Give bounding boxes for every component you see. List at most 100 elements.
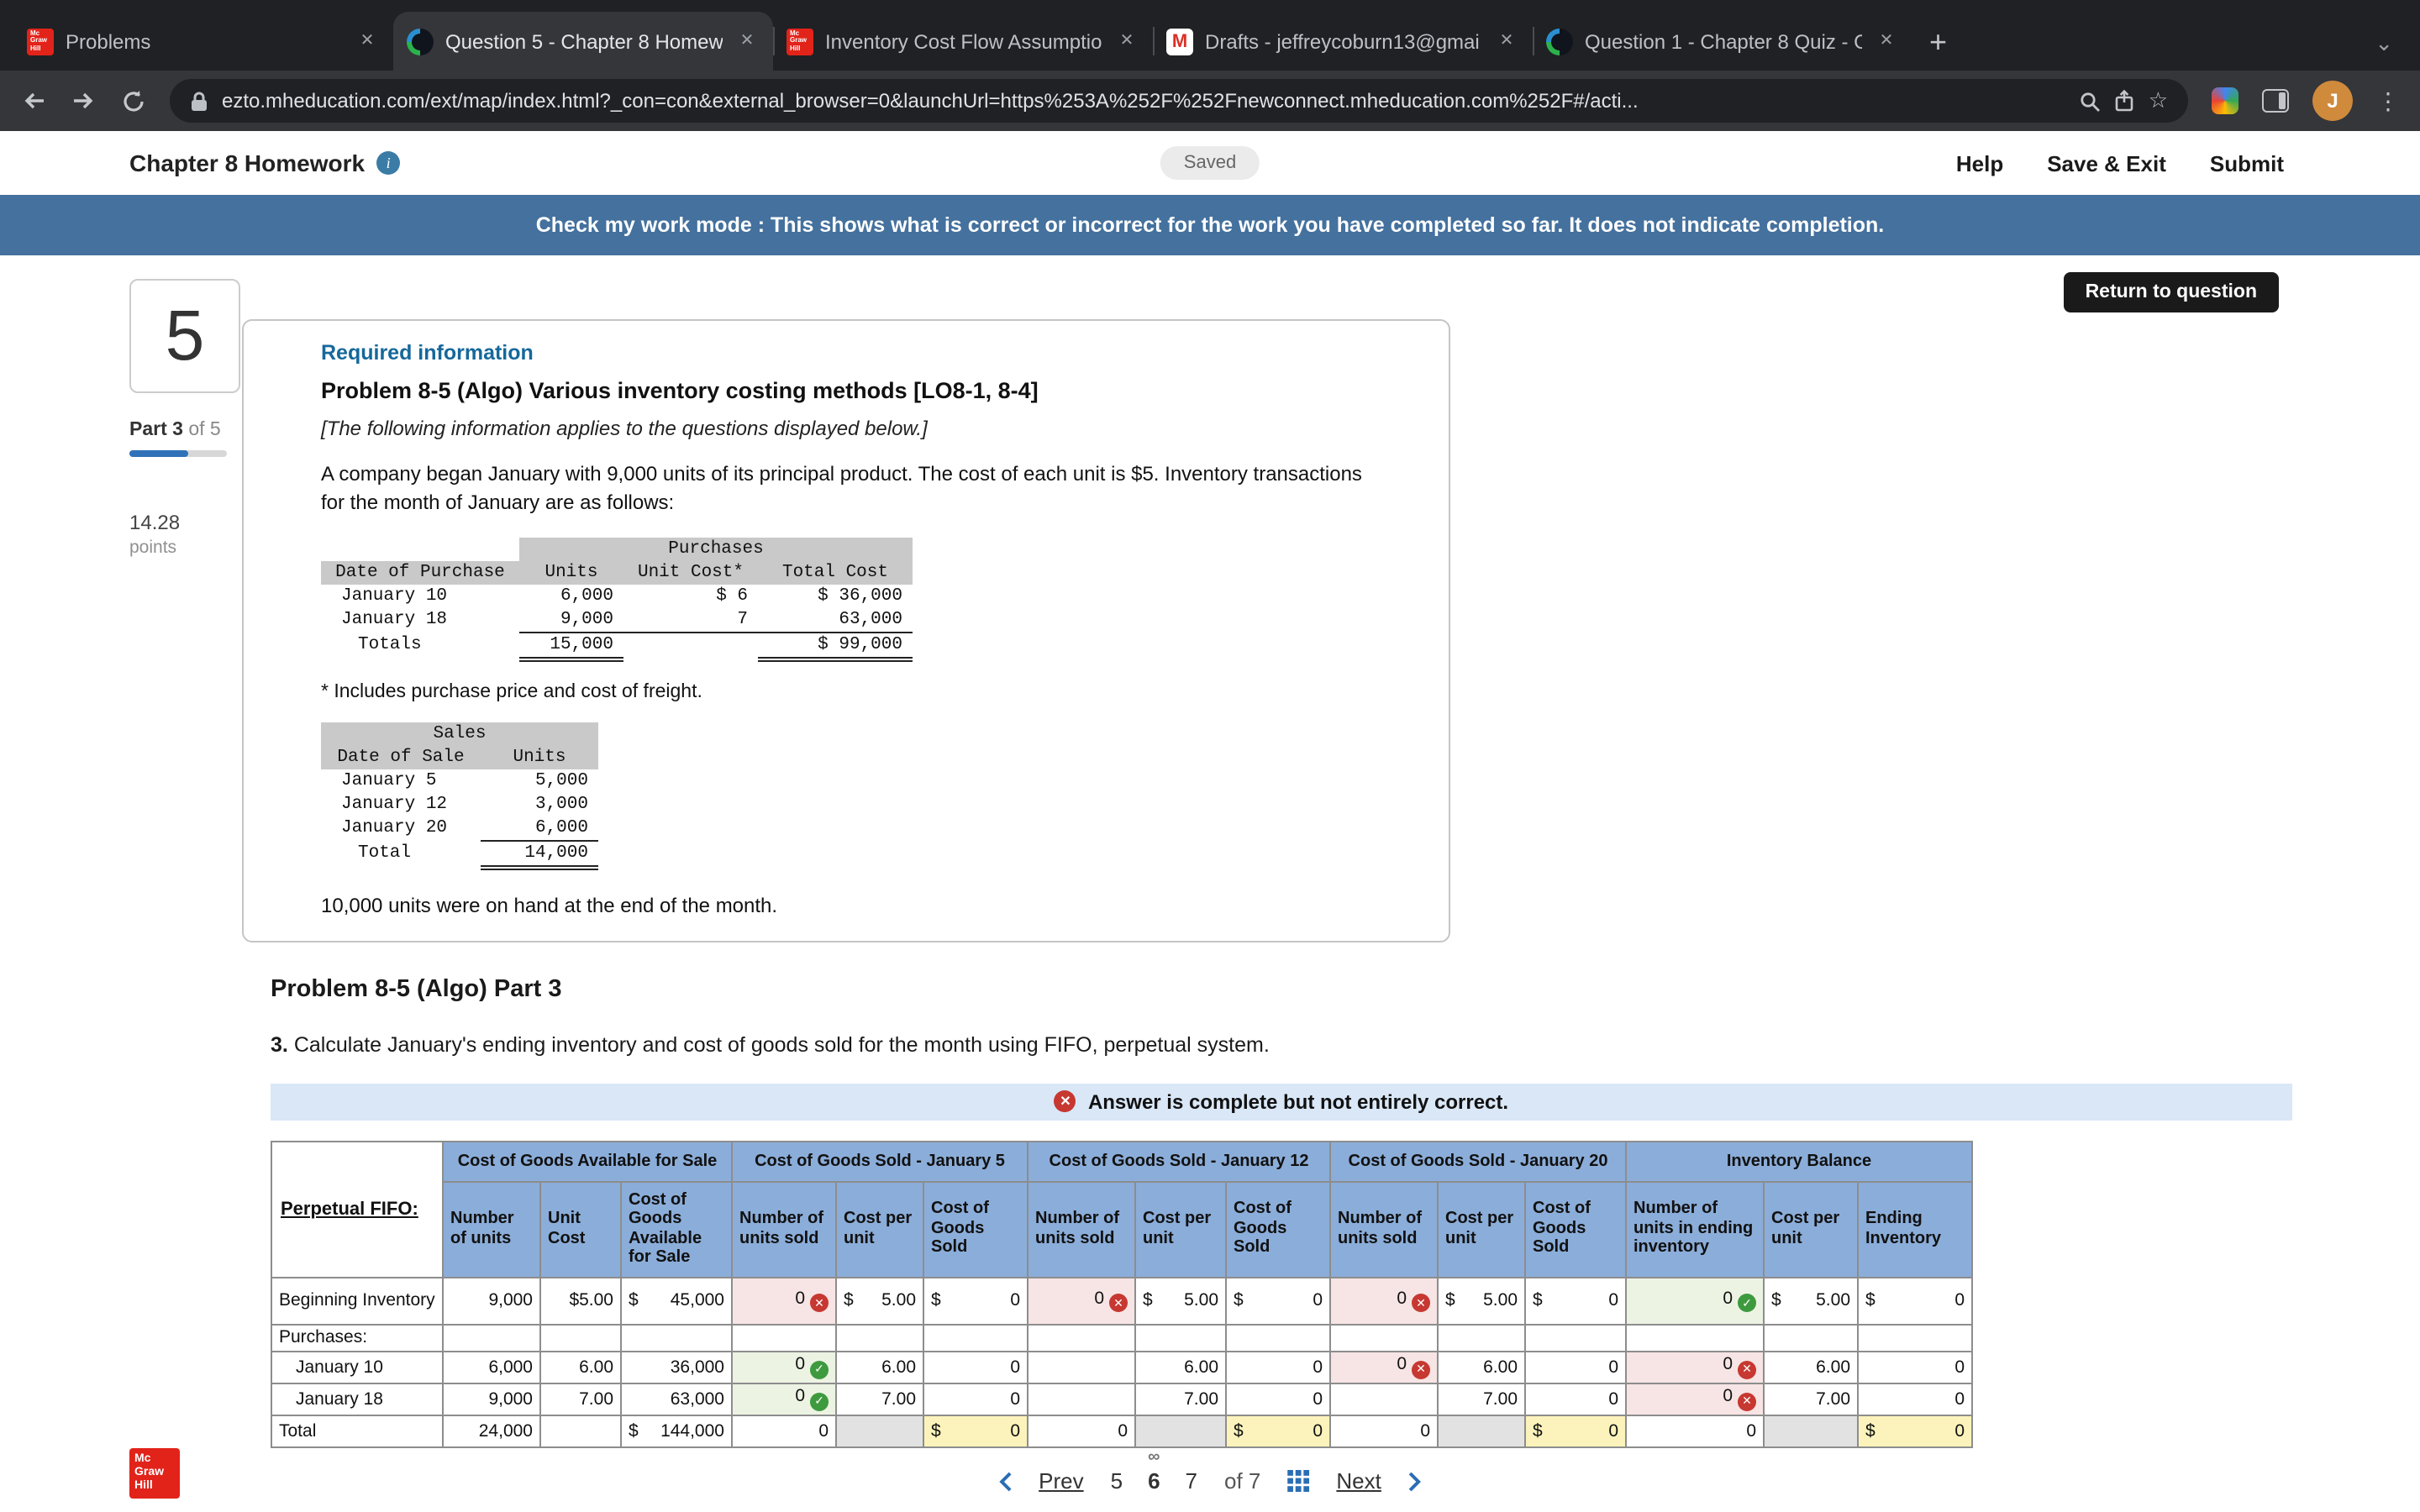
- saved-status-badge: Saved: [1160, 146, 1260, 180]
- question-map-grid-icon[interactable]: [1287, 1470, 1310, 1492]
- freight-footnote: * Includes purchase price and cost of fr…: [321, 681, 702, 702]
- save-exit-button[interactable]: Save & Exit: [2047, 150, 2166, 176]
- fifo-cell: 0: [1225, 1382, 1331, 1416]
- prev-chevron-icon[interactable]: [998, 1471, 1012, 1491]
- fifo-cell: [1857, 1323, 1973, 1352]
- logo-line: Mc: [134, 1452, 151, 1465]
- value-cell: 14,000: [481, 840, 598, 870]
- question-content: Return to question 5 Part 3 of 5 14.28 p…: [0, 255, 2420, 1512]
- browser-tab[interactable]: Mc Graw Hill Problems ✕: [13, 12, 393, 71]
- tab-close-icon[interactable]: ✕: [739, 32, 755, 50]
- fifo-column-header: Cost per unit: [835, 1180, 924, 1278]
- fifo-cell[interactable]: 0 ✕: [1329, 1276, 1439, 1326]
- address-bar[interactable]: ezto.mheducation.com/ext/map/index.html?…: [170, 79, 2188, 123]
- fifo-cell: 7.00: [1437, 1382, 1526, 1416]
- value-cell: $ 99,000: [758, 632, 913, 662]
- browser-toolbar: ezto.mheducation.com/ext/map/index.html?…: [0, 71, 2420, 131]
- url-text[interactable]: ezto.mheducation.com/ext/map/index.html?…: [222, 89, 1639, 113]
- fifo-column-header: Number of units in ending inventory: [1625, 1180, 1765, 1278]
- fifo-column-header: Cost of Goods Available for Sale: [620, 1180, 733, 1278]
- correct-icon: ✓: [1738, 1294, 1756, 1313]
- fifo-cell[interactable]: 0 ✕: [1329, 1350, 1439, 1384]
- dollar-sign: $: [1865, 1420, 1876, 1441]
- fifo-cell[interactable]: 0 ✕: [1027, 1276, 1136, 1326]
- tab-close-icon[interactable]: ✕: [1879, 32, 1894, 50]
- fifo-cell: 0: [1857, 1382, 1973, 1416]
- fifo-cell: [731, 1323, 837, 1352]
- browser-tab[interactable]: Mc Graw Hill Inventory Cost Flow Assumptio ✕: [773, 12, 1153, 71]
- fifo-row-label: Total: [271, 1414, 444, 1448]
- fifo-cell[interactable]: 0 ✕: [731, 1276, 837, 1326]
- tab-search-chevron-icon[interactable]: ⌄: [2375, 30, 2393, 55]
- incorrect-icon: ✕: [1738, 1360, 1756, 1379]
- prev-button[interactable]: Prev: [1039, 1468, 1084, 1494]
- mcgraw-hill-logo: Mc Graw Hill: [129, 1448, 180, 1499]
- fifo-cell: $0: [1225, 1276, 1331, 1326]
- return-to-question-button[interactable]: Return to question: [2063, 272, 2279, 312]
- part-progress-bar: [129, 450, 227, 457]
- fifo-cell: $5.00: [835, 1276, 924, 1326]
- browser-tab[interactable]: Question 5 - Chapter 8 Homew ✕: [393, 12, 773, 71]
- fifo-column-header: Cost per unit: [1763, 1180, 1859, 1278]
- dollar-sign: $: [1533, 1290, 1543, 1311]
- fifo-cell: $0: [923, 1414, 1028, 1448]
- incorrect-icon: ✕: [1412, 1294, 1430, 1313]
- reload-icon[interactable]: [121, 88, 146, 113]
- value-cell: 6,000: [481, 816, 598, 842]
- fifo-cell[interactable]: 0 ✓: [1625, 1276, 1765, 1326]
- bookmark-star-icon[interactable]: ☆: [2148, 87, 2168, 113]
- fifo-cell: 36,000: [620, 1350, 733, 1384]
- part-heading: Problem 8-5 (Algo) Part 3: [271, 975, 562, 1003]
- fifo-cell[interactable]: 0 ✓: [731, 1382, 837, 1416]
- help-button[interactable]: Help: [1955, 150, 2004, 176]
- row-label: January 12: [341, 794, 448, 815]
- extension-icon[interactable]: [2212, 87, 2238, 114]
- tab-close-icon[interactable]: ✕: [360, 32, 375, 50]
- submit-button[interactable]: Submit: [2209, 150, 2284, 176]
- table-title: Sales: [321, 722, 598, 746]
- browser-tab[interactable]: Question 1 - Chapter 8 Quiz - C ✕: [1533, 12, 1912, 71]
- profile-avatar[interactable]: J: [2312, 81, 2353, 121]
- sales-table: Sales Date of Sale Units January 5 5,000 Janu…: [321, 722, 598, 870]
- dollar-sign: $: [1771, 1290, 1781, 1311]
- tab-close-icon[interactable]: ✕: [1119, 32, 1134, 50]
- fifo-cell: 7.00: [835, 1382, 924, 1416]
- zoom-icon[interactable]: [2080, 90, 2102, 112]
- fifo-column-header: Cost per unit: [1437, 1180, 1526, 1278]
- fifo-cell: 7.00: [1763, 1382, 1859, 1416]
- fifo-cell[interactable]: 0 ✕: [1625, 1350, 1765, 1384]
- next-chevron-icon[interactable]: [1408, 1471, 1422, 1491]
- tab-title: Problems: [66, 29, 151, 53]
- fifo-column-header: Unit Cost: [539, 1180, 622, 1278]
- fifo-cell: [539, 1414, 622, 1448]
- next-button[interactable]: Next: [1336, 1468, 1381, 1494]
- connect-favicon: [1546, 28, 1573, 55]
- sidebar-panel-icon[interactable]: [2262, 89, 2289, 113]
- info-icon[interactable]: i: [376, 151, 401, 175]
- current-page-icon: ∞: [1148, 1448, 1160, 1467]
- new-tab-button[interactable]: +: [1929, 25, 1948, 59]
- tab-close-icon[interactable]: ✕: [1499, 32, 1514, 50]
- fifo-cell: 7.00: [539, 1382, 622, 1416]
- back-icon[interactable]: [20, 87, 47, 114]
- browser-tab[interactable]: M Drafts - jeffreycoburn13@gmai ✕: [1153, 12, 1533, 71]
- fifo-cell[interactable]: 0 ✓: [731, 1350, 837, 1384]
- fifo-cell: 6.00: [1134, 1350, 1227, 1384]
- value-cell: $ 36,000: [818, 585, 902, 606]
- purchases-table: Purchases Date of Purchase Units Unit Cost*…: [321, 537, 913, 662]
- share-icon[interactable]: [2115, 89, 2135, 113]
- fifo-row-label: Beginning Inventory: [271, 1276, 444, 1326]
- dollar-sign: $: [1445, 1290, 1455, 1311]
- page-5-link[interactable]: 5: [1110, 1468, 1123, 1494]
- page-7-link[interactable]: 7: [1185, 1468, 1198, 1494]
- mcgraw-hill-favicon: Mc Graw Hill: [27, 28, 54, 55]
- fifo-column-header: Cost of Goods Sold: [1225, 1180, 1331, 1278]
- forward-icon[interactable]: [71, 87, 97, 114]
- browser-tab-strip: Mc Graw Hill Problems ✕ Question 5 - Chapter …: [0, 0, 2420, 71]
- fifo-cell: [1027, 1323, 1136, 1352]
- menu-kebab-icon[interactable]: ⋮: [2376, 87, 2400, 113]
- assignment-title: Chapter 8 Homework: [129, 150, 366, 176]
- logo-line: Graw: [134, 1466, 165, 1478]
- fifo-cell[interactable]: 0 ✕: [1625, 1382, 1765, 1416]
